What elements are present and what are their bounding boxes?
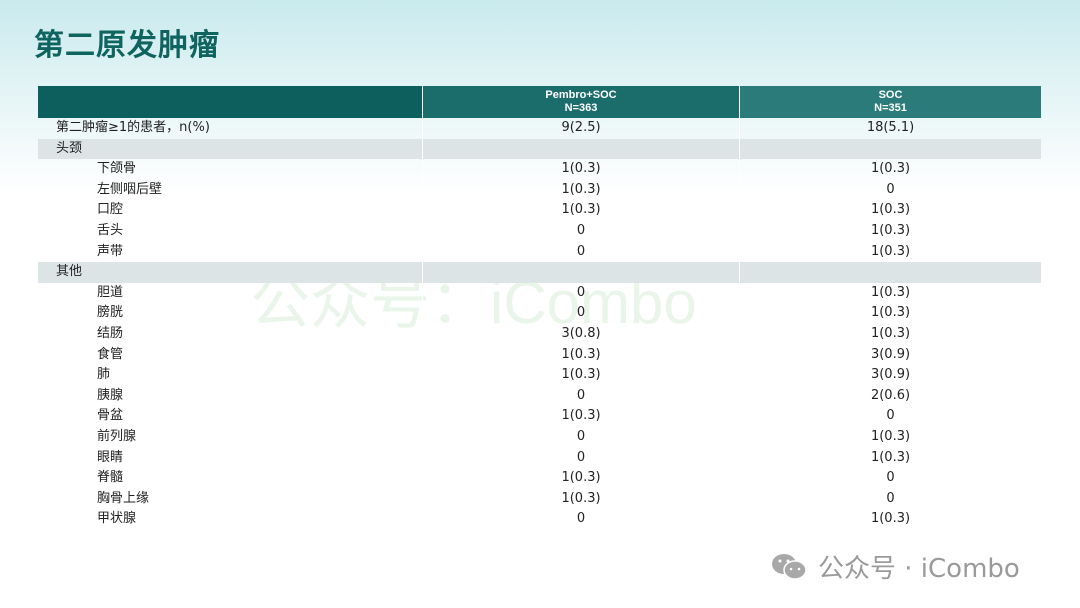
row-label: 膀胱 [97, 305, 124, 321]
table-row: 下颌骨 1(0.3) 1(0.3) [38, 159, 1041, 180]
header-pembro: Pembro+SOC N=363 [422, 86, 739, 118]
data-table: Pembro+SOC N=363 SOC N=351 第二肿瘤≥1的患者，n(%) 9… [38, 86, 1041, 530]
row-label: 胰腺 [97, 387, 124, 403]
row-label: 甲状腺 [97, 511, 137, 527]
pembro-value: 0 [422, 385, 739, 407]
col-n: N=363 [564, 102, 598, 114]
pembro-value: 1(0.3) [422, 179, 739, 201]
header-soc: SOC N=351 [739, 86, 1041, 118]
pembro-value: 9(2.5) [422, 118, 739, 139]
table-row: 左侧咽后壁 1(0.3) 0 [38, 179, 1041, 201]
table-row: 胆道 0 1(0.3) [38, 282, 1041, 304]
pembro-value: 1(0.3) [422, 488, 739, 510]
pembro-value: 0 [422, 241, 739, 263]
row-label: 结肠 [97, 325, 124, 341]
table-row: 肺 1(0.3) 3(0.9) [38, 365, 1041, 386]
soc-value: 1(0.3) [739, 282, 1041, 304]
pembro-value: 3(0.8) [422, 323, 739, 345]
col-n: N=351 [874, 102, 907, 114]
row-label: 前列腺 [97, 428, 137, 444]
table-header: Pembro+SOC N=363 SOC N=351 [38, 86, 1041, 118]
soc-value: 2(0.6) [739, 385, 1041, 407]
row-label: 其他 [56, 264, 83, 280]
soc-value: 1(0.3) [739, 241, 1041, 263]
pembro-value: 0 [422, 447, 739, 469]
soc-value: 1(0.3) [739, 509, 1041, 530]
row-label: 骨盆 [97, 408, 124, 424]
soc-value: 1(0.3) [739, 200, 1041, 221]
table-row: 胰腺 0 2(0.6) [38, 385, 1041, 407]
header-blank [38, 86, 422, 118]
row-label: 声带 [97, 243, 124, 259]
pembro-value: 1(0.3) [422, 200, 739, 221]
table-body: 第二肿瘤≥1的患者，n(%) 9(2.5) 18(5.1) 头颈 下颌骨 1(0.3) 1(… [38, 118, 1041, 530]
table-row: 食管 1(0.3) 3(0.9) [38, 344, 1041, 366]
group-row: 头颈 [38, 138, 1041, 160]
table-row: 第二肿瘤≥1的患者，n(%) 9(2.5) 18(5.1) [38, 118, 1041, 139]
soc-value: 0 [739, 488, 1041, 510]
soc-value: 3(0.9) [739, 365, 1041, 386]
soc-value: 1(0.3) [739, 220, 1041, 242]
pembro-value: 1(0.3) [422, 406, 739, 427]
row-label: 眼睛 [97, 449, 124, 465]
soc-value: 3(0.9) [739, 344, 1041, 366]
table-row: 膀胱 0 1(0.3) [38, 303, 1041, 324]
soc-value: 0 [739, 179, 1041, 201]
row-label: 胆道 [97, 284, 124, 300]
table-row: 前列腺 0 1(0.3) [38, 426, 1041, 448]
soc-value [739, 262, 1041, 283]
pembro-value: 0 [422, 220, 739, 242]
pembro-value: 0 [422, 282, 739, 304]
soc-value: 0 [739, 468, 1041, 489]
row-label: 舌头 [97, 222, 124, 238]
page-title: 第二原发肿瘤 [34, 28, 220, 63]
row-label: 肺 [97, 367, 111, 383]
pembro-value: 1(0.3) [422, 468, 739, 489]
soc-value: 18(5.1) [739, 118, 1041, 139]
row-label: 胸骨上缘 [97, 490, 150, 506]
table-row: 脊髓 1(0.3) 0 [38, 468, 1041, 489]
table-row: 眼睛 0 1(0.3) [38, 447, 1041, 469]
row-label: 食管 [97, 346, 124, 362]
row-label: 脊髓 [97, 470, 124, 486]
footer-text: 公众号 · iCombo [818, 554, 1020, 584]
pembro-value: 0 [422, 509, 739, 530]
soc-value: 1(0.3) [739, 323, 1041, 345]
pembro-value: 1(0.3) [422, 344, 739, 366]
soc-value: 1(0.3) [739, 426, 1041, 448]
row-label: 下颌骨 [97, 161, 137, 177]
table-row: 口腔 1(0.3) 1(0.3) [38, 200, 1041, 221]
row-label: 左侧咽后壁 [97, 181, 163, 197]
pembro-value [422, 138, 739, 160]
table-row: 甲状腺 0 1(0.3) [38, 509, 1041, 530]
pembro-value: 0 [422, 426, 739, 448]
pembro-value [422, 262, 739, 283]
col-name: SOC [878, 89, 903, 101]
row-label: 口腔 [97, 202, 124, 218]
group-row: 其他 [38, 262, 1041, 283]
soc-value [739, 138, 1041, 160]
soc-value: 0 [739, 406, 1041, 427]
table-row: 骨盆 1(0.3) 0 [38, 406, 1041, 427]
soc-value: 1(0.3) [739, 159, 1041, 180]
footer: 公众号 · iCombo [770, 548, 1020, 585]
pembro-value: 0 [422, 303, 739, 324]
table-row: 舌头 0 1(0.3) [38, 220, 1041, 242]
col-name: Pembro+SOC [545, 89, 617, 101]
soc-value: 1(0.3) [739, 447, 1041, 469]
table-row: 声带 0 1(0.3) [38, 241, 1041, 263]
pembro-value: 1(0.3) [422, 159, 739, 180]
row-label: 头颈 [56, 140, 83, 156]
table-row: 胸骨上缘 1(0.3) 0 [38, 488, 1041, 510]
row-label: 第二肿瘤≥1的患者，n(%) [56, 120, 210, 135]
soc-value: 1(0.3) [739, 303, 1041, 324]
pembro-value: 1(0.3) [422, 365, 739, 386]
wechat-icon [772, 553, 807, 580]
table-row: 结肠 3(0.8) 1(0.3) [38, 323, 1041, 345]
